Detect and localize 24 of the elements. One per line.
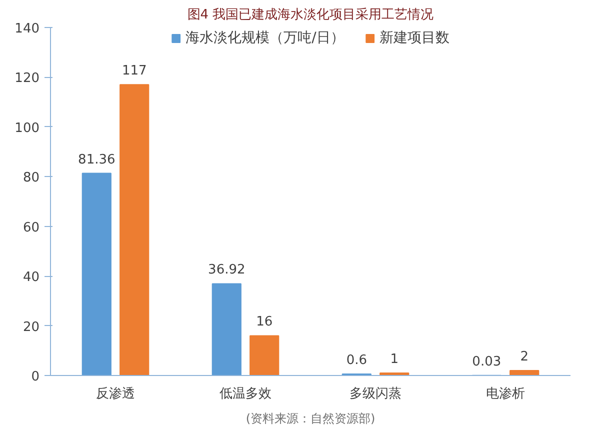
y-tick-label: 0	[31, 370, 40, 384]
y-tick-label: 140	[14, 22, 40, 36]
text: (资料来源：自然资源部)	[246, 412, 376, 426]
y-tick-label: 120	[14, 71, 40, 86]
chart-title: 图4 我国已建成海水淡化项目采用工艺情况	[187, 8, 434, 22]
data-label: 16	[256, 314, 273, 330]
data-label: 36.92	[208, 262, 246, 278]
y-tick-label: 40	[22, 270, 40, 286]
data-label: 81.36	[78, 152, 116, 168]
y-tick-label: 60	[22, 220, 40, 236]
x-tick-label: 电渗析	[486, 386, 525, 402]
data-label: 117	[122, 64, 147, 79]
y-tick-label: 100	[14, 120, 40, 136]
legend-label: 新建项目数	[379, 29, 450, 47]
x-tick-label: 低温多效	[220, 386, 272, 402]
data-label: 0.6	[346, 353, 367, 368]
y-tick-label: 80	[22, 170, 40, 186]
x-tick-label: 多级闪蒸	[350, 386, 402, 402]
y-tick-label: 20	[22, 320, 40, 335]
data-label: 0.03	[472, 354, 502, 370]
data-label: 1	[390, 352, 398, 368]
x-tick-label: 反渗透	[96, 386, 135, 402]
legend-label: 海水淡化规模（万吨/日）	[186, 29, 344, 47]
data-label: 2	[520, 350, 528, 365]
